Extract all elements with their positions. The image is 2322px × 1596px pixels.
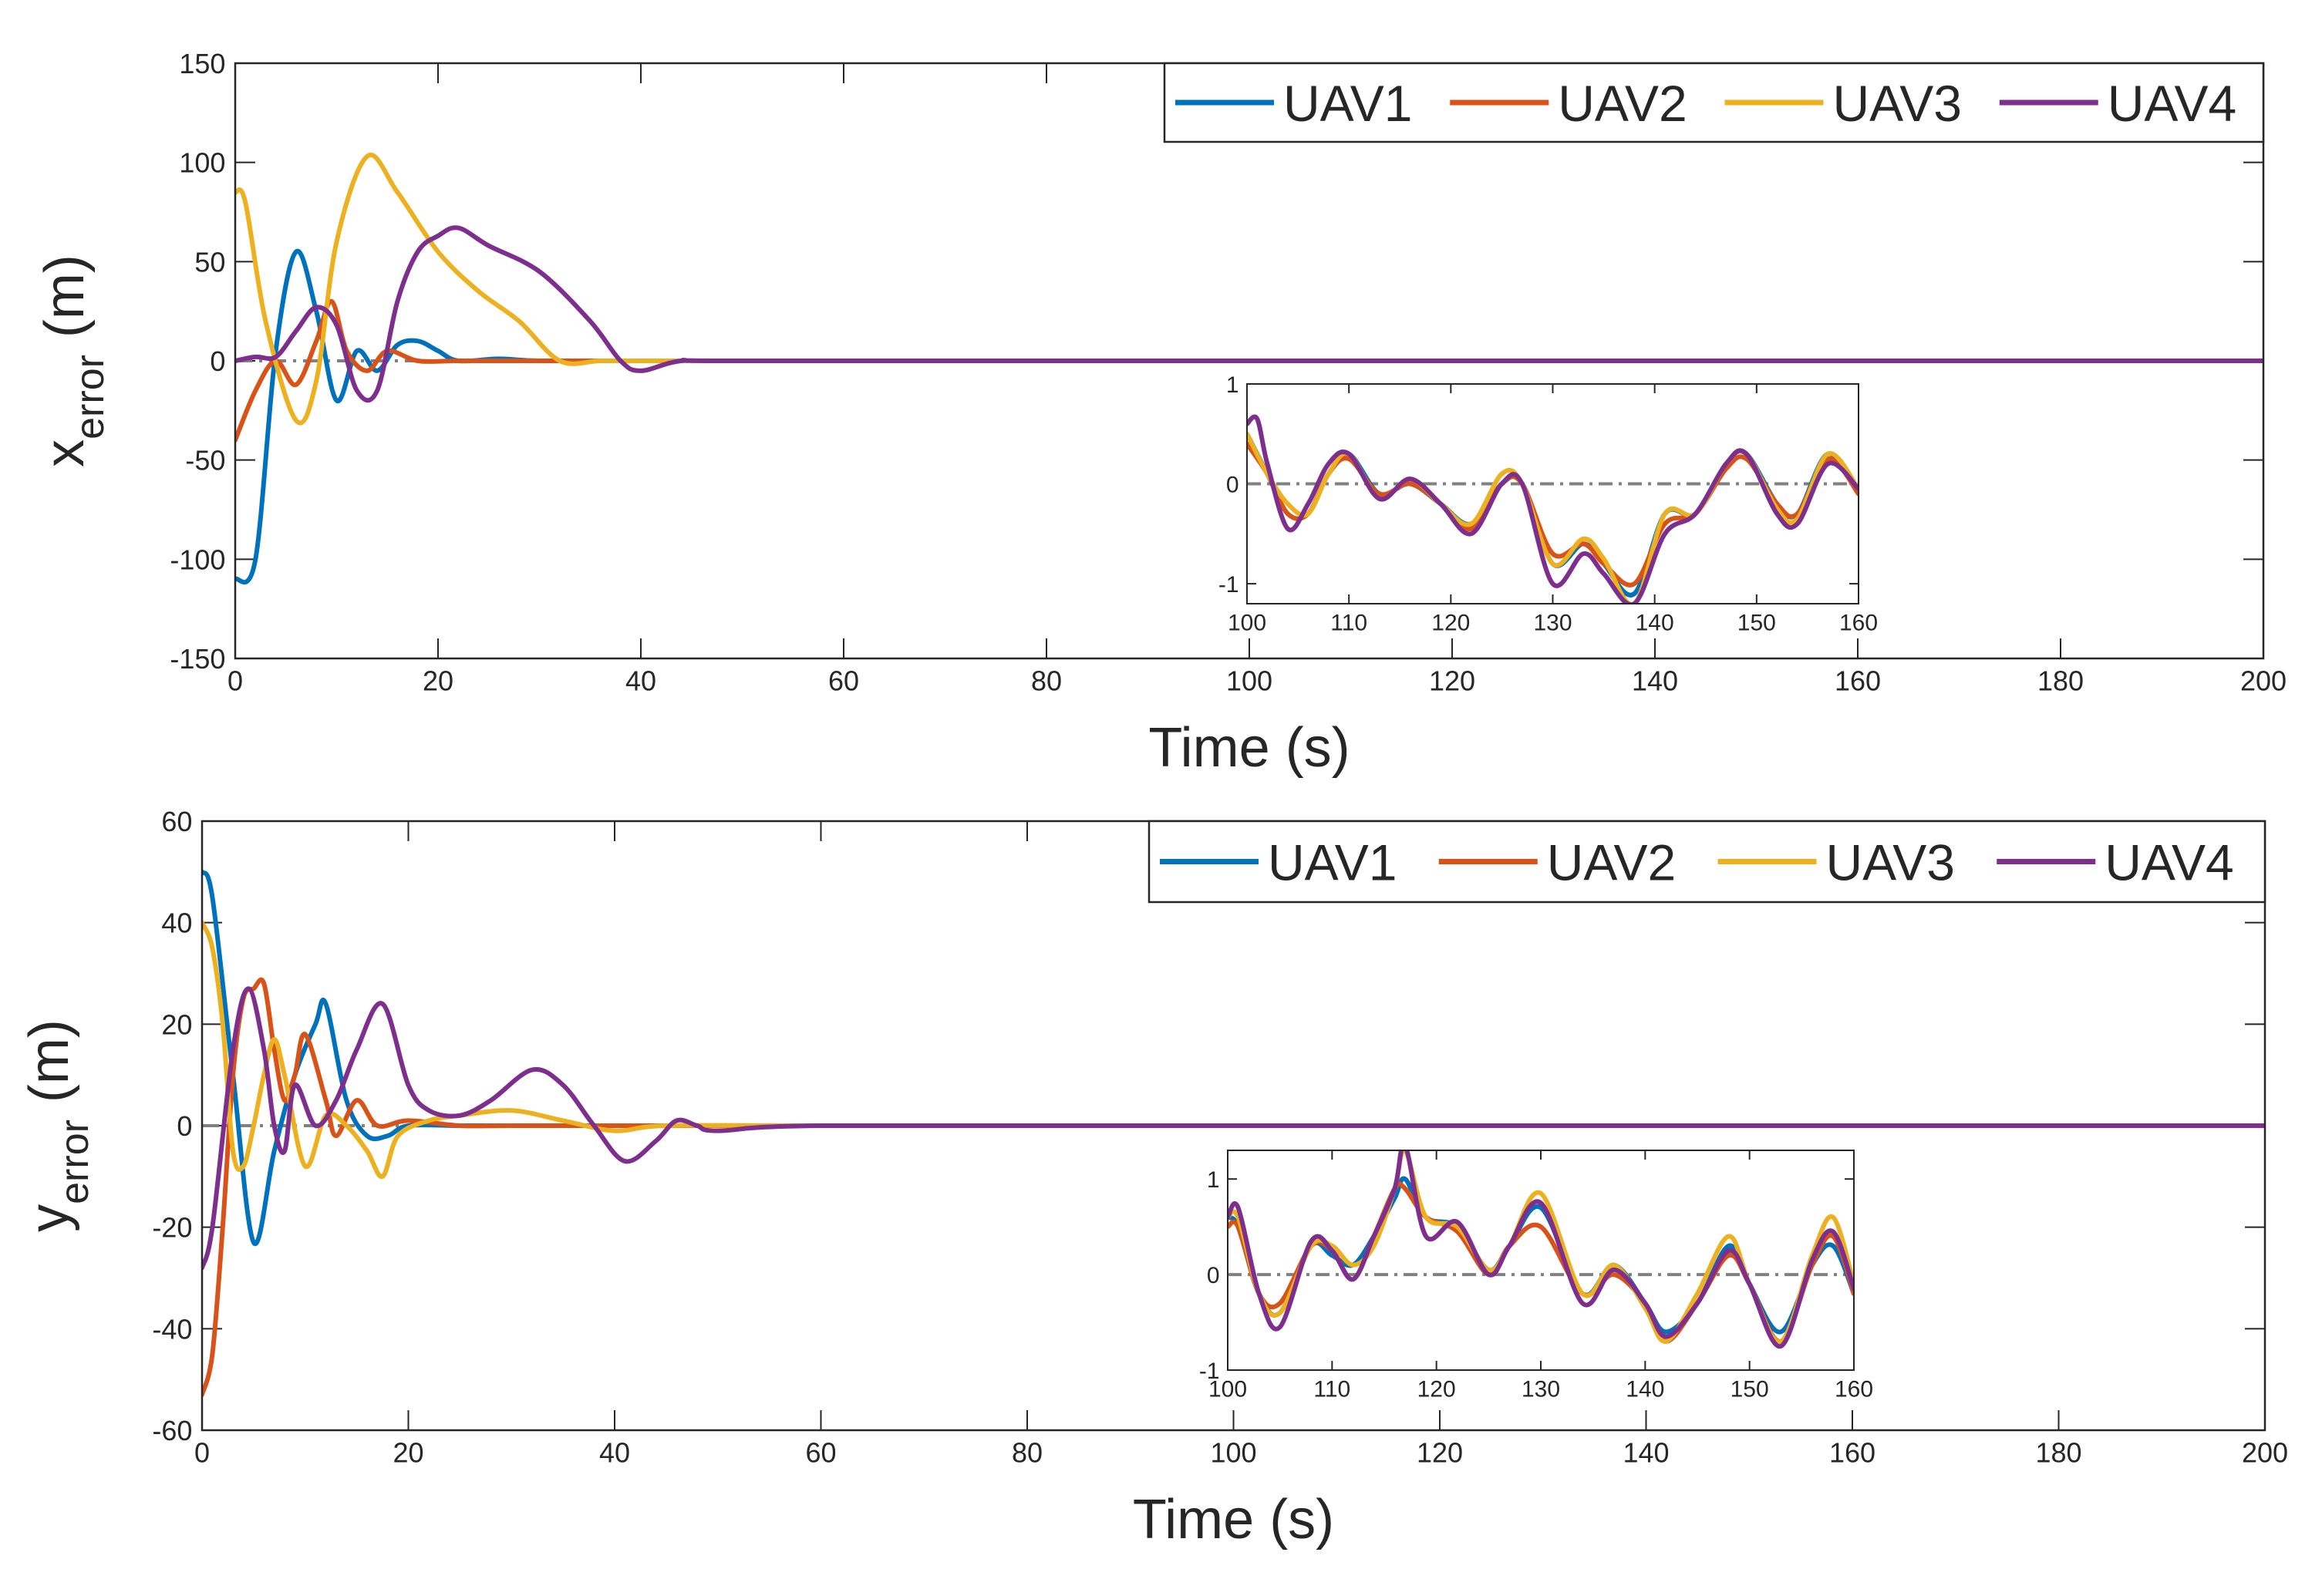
y-axis-label-unit: (m)	[34, 254, 96, 338]
y-tick-label: 100	[179, 147, 225, 179]
inset-x-tick-label: 150	[1731, 1377, 1769, 1402]
x-tick-label: 200	[2242, 1436, 2288, 1468]
x-tick-label: 120	[1429, 665, 1475, 696]
x-tick-label: 60	[805, 1436, 836, 1468]
x-tick-label: 80	[1012, 1436, 1043, 1468]
y-tick-label: -20	[152, 1212, 192, 1244]
legend-label-uav1: UAV1	[1268, 834, 1397, 891]
inset-y-tick-label: 0	[1207, 1263, 1220, 1288]
series-group	[202, 869, 2265, 1397]
x-tick-label: 60	[828, 665, 859, 696]
y-axis-label-unit: (m)	[19, 1019, 80, 1103]
x-tick-label: 160	[1835, 665, 1881, 696]
inset-y-tick-label: -1	[1218, 572, 1239, 598]
y-tick-label: 40	[161, 907, 192, 939]
x-tick-label: 20	[423, 665, 453, 696]
inset-x-tick-label: 140	[1626, 1377, 1664, 1402]
x-tick-label: 0	[227, 665, 243, 696]
inset-chart: 100 110 120 130 140 150 160 -1 0 1	[1218, 372, 1878, 636]
x-tick-label: 80	[1031, 665, 1062, 696]
inset-x-tick-label: 150	[1737, 611, 1776, 636]
inset-frame	[1227, 1150, 1855, 1371]
x-tick-label: 100	[1226, 665, 1272, 696]
y-tick-label: 50	[194, 246, 225, 278]
x-tick-label: 140	[1632, 665, 1678, 696]
inset-x-tick-label: 120	[1431, 611, 1470, 636]
y-axis-label-base: y	[19, 1204, 80, 1232]
x-tick-label: 20	[393, 1436, 423, 1468]
series-uav4	[235, 225, 2263, 403]
x-tick-label: 100	[1210, 1436, 1256, 1468]
inset-x-tick-label: 130	[1522, 1377, 1560, 1402]
y-axis-label-subscript: error	[52, 1120, 97, 1204]
inset-plot-area	[1228, 1150, 1854, 1370]
x-error-chart: 0 20 40 60 80 100 120 140 160 180 200 -150 -100 -50 0 5…	[34, 48, 2287, 779]
inset-y-tick-label: 1	[1207, 1167, 1220, 1193]
x-tick-label: 40	[599, 1436, 630, 1468]
legend-label-uav4: UAV4	[2108, 75, 2237, 132]
x-tick-label: 0	[194, 1436, 210, 1468]
inset-series-group	[1247, 414, 1859, 604]
y-tick-label: -100	[170, 544, 225, 575]
inset-y-tick-label: 0	[1226, 472, 1239, 497]
x-tick-label: 180	[2035, 1436, 2081, 1468]
inset-plot-area	[1247, 384, 1859, 604]
inset-series-uav4	[1228, 1150, 1854, 1349]
legend-label-uav1: UAV1	[1283, 75, 1413, 132]
legend-label-uav3: UAV3	[1833, 75, 1963, 132]
inset-x-tick-label: 160	[1839, 611, 1878, 636]
inset-series-group	[1228, 1150, 1854, 1349]
x-tick-label: 120	[1417, 1436, 1463, 1468]
series-group	[235, 152, 2263, 585]
y-error-chart: 0 20 40 60 80 100 120 140 160 180 200-60-40-200204…	[19, 806, 2288, 1551]
y-tick-label: -60	[152, 1415, 192, 1446]
y-tick-label: -150	[170, 643, 225, 675]
inset-chart: 100 110 120 130 140 150 160 -1 0 1	[1199, 1150, 1873, 1402]
y-axis-label-base: x	[34, 439, 96, 467]
inset-x-tick-label: 100	[1208, 1377, 1247, 1402]
legend-label-uav4: UAV4	[2105, 834, 2234, 891]
x-tick-label: 40	[625, 665, 656, 696]
y-axis-label: yerror (m)	[19, 1019, 97, 1232]
inset-x-tick-label: 110	[1330, 611, 1367, 636]
x-tick-label: 180	[2037, 665, 2084, 696]
y-tick-label: 60	[161, 806, 192, 837]
inset-x-tick-label: 140	[1636, 611, 1674, 636]
legend-label-uav3: UAV3	[1826, 834, 1956, 891]
y-tick-label: 0	[177, 1110, 192, 1142]
y-tick-label: -50	[185, 445, 225, 476]
series-uav4	[202, 986, 2265, 1271]
inset-y-tick-label: 1	[1226, 372, 1239, 398]
inset-x-tick-label: 160	[1835, 1377, 1873, 1402]
y-axis-label-subscript: error	[68, 355, 113, 439]
x-tick-label: 140	[1623, 1436, 1669, 1468]
inset-x-tick-label: 100	[1228, 611, 1266, 636]
legend-label-uav2: UAV2	[1547, 834, 1677, 891]
inset-x-tick-label: 130	[1533, 611, 1572, 636]
x-tick-label: 160	[1829, 1436, 1875, 1468]
y-tick-label: -40	[152, 1313, 192, 1345]
y-tick-label: 20	[161, 1008, 192, 1040]
x-tick-label: 200	[2240, 665, 2287, 696]
y-tick-label: 0	[210, 345, 225, 377]
inset-y-tick-label: -1	[1199, 1359, 1220, 1384]
x-axis-label: Time (s)	[1133, 1489, 1334, 1551]
inset-x-tick-label: 120	[1417, 1377, 1456, 1402]
inset-frame	[1246, 383, 1859, 604]
inset-x-tick-label: 110	[1313, 1377, 1350, 1402]
inset-series-uav4	[1247, 414, 1859, 604]
y-axis-label: xerror (m)	[34, 254, 113, 467]
legend-label-uav2: UAV2	[1558, 75, 1687, 132]
x-axis-label: Time (s)	[1148, 717, 1350, 779]
y-tick-label: 150	[179, 48, 225, 79]
